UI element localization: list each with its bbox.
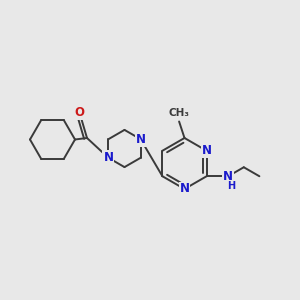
Text: N: N [136, 133, 146, 146]
Text: CH₃: CH₃ [169, 108, 190, 118]
Text: O: O [74, 106, 85, 119]
Text: N: N [223, 170, 233, 183]
Text: N: N [103, 151, 113, 164]
Text: N: N [202, 144, 212, 157]
Text: H: H [227, 181, 235, 191]
Text: N: N [179, 182, 190, 196]
